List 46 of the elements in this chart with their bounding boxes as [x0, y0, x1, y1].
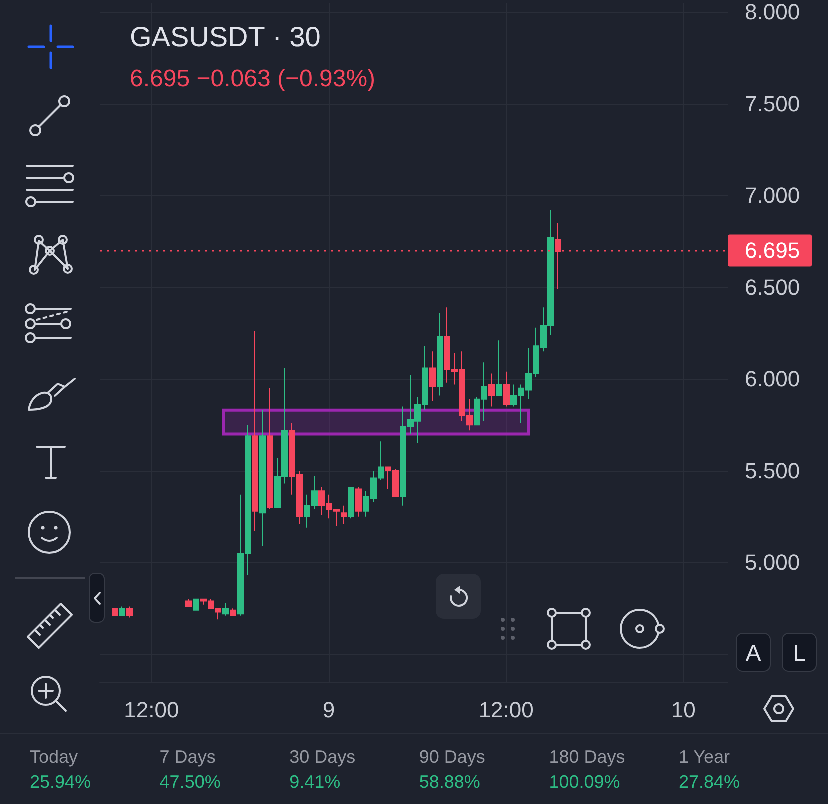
x-tick-label: 12:00 — [124, 698, 180, 722]
text: 90 Days — [419, 747, 486, 767]
y-tick-label: 6.500 — [745, 274, 800, 300]
text: 7 Days — [160, 747, 216, 767]
text: 47.50% — [160, 772, 221, 792]
candlestick — [437, 312, 443, 396]
candlestick — [355, 486, 362, 518]
y-tick-label: 7.000 — [745, 183, 800, 208]
candlestick — [341, 505, 347, 525]
x-tick-label: 12:00 — [478, 698, 534, 722]
candlestick — [252, 330, 258, 532]
candlestick — [119, 606, 125, 616]
candlestick — [348, 486, 354, 520]
text: 6.695 −0.063 (−0.93%) — [130, 66, 376, 92]
candlestick — [185, 598, 192, 608]
y-tick-label: 5.500 — [745, 458, 800, 484]
candlestick — [429, 351, 436, 402]
y-tick-label: 5.000 — [745, 550, 800, 576]
candlestick — [126, 606, 133, 618]
candlestick — [488, 373, 495, 408]
text: GASUSDT · 30 — [130, 22, 321, 52]
text: 25.94% — [30, 772, 92, 792]
text: 30 Days — [290, 747, 356, 767]
y-tick-label: 6.000 — [745, 366, 800, 392]
candlestick — [267, 388, 273, 510]
x-tick-label: 10 — [671, 698, 696, 722]
candlestick — [222, 602, 229, 616]
candlestick — [193, 598, 199, 611]
key-button: A — [736, 633, 771, 672]
candlestick — [259, 410, 266, 547]
y-tick-label: 7.500 — [745, 91, 800, 116]
text: 100.09% — [549, 772, 620, 792]
text: 180 Days — [549, 747, 626, 767]
text: 58.88% — [419, 772, 480, 792]
text: 27.84% — [679, 772, 740, 792]
key-button: L — [782, 633, 817, 672]
ref-line-label: 6.695 — [745, 238, 800, 264]
y-tick-label: 8.000 — [745, 0, 800, 25]
text: 9.41% — [290, 772, 341, 792]
candlestick — [496, 340, 502, 396]
candlestick — [112, 608, 118, 616]
candlestick — [230, 608, 236, 616]
text: 1 Year — [679, 747, 730, 767]
x-tick-label: 9 — [322, 698, 336, 722]
text: Today — [30, 747, 78, 767]
candlestick — [503, 371, 510, 408]
